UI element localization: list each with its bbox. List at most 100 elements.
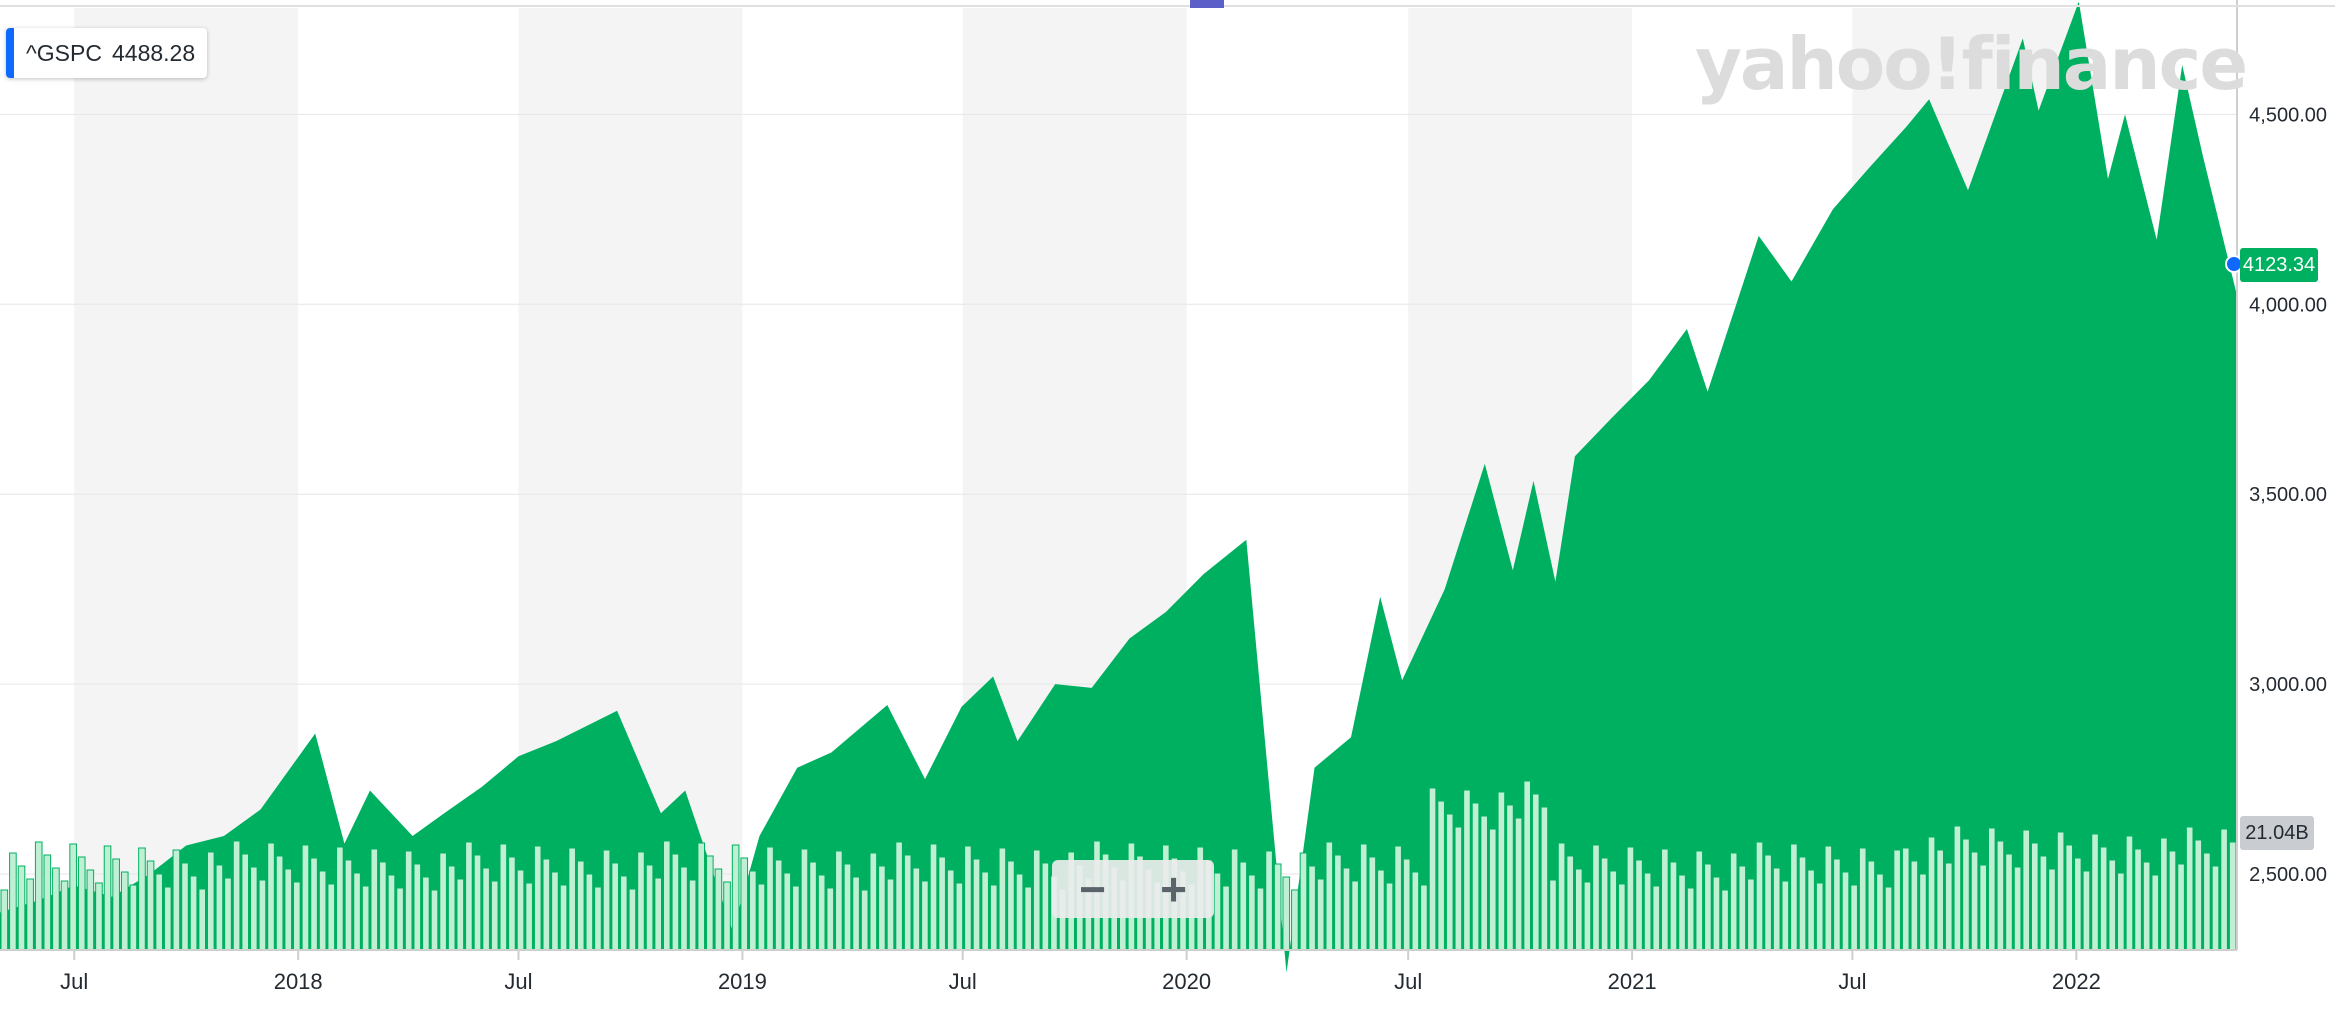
zoom-out-button[interactable]: − bbox=[1079, 863, 1106, 915]
volume-bar bbox=[310, 857, 318, 951]
volume-bar bbox=[2125, 835, 2134, 951]
volume-bar bbox=[1334, 854, 1342, 951]
volume-bar bbox=[1652, 885, 1661, 951]
volume-bar bbox=[95, 882, 103, 951]
volume-bar bbox=[1790, 843, 1798, 951]
symbol-legend[interactable]: ^GSPC 4488.28 bbox=[6, 28, 208, 78]
volume-bar bbox=[482, 867, 490, 951]
volume-bar bbox=[1635, 859, 1643, 951]
volume-bar bbox=[267, 842, 275, 951]
volume-bar bbox=[559, 884, 568, 951]
zoom-in-button[interactable]: + bbox=[1160, 863, 1187, 915]
volume-bar bbox=[860, 889, 869, 951]
x-tick-label: Jul bbox=[1394, 969, 1422, 994]
volume-bar bbox=[1437, 800, 1445, 951]
volume-bar bbox=[1497, 791, 1506, 951]
volume-bar bbox=[2056, 831, 2065, 951]
volume-bar bbox=[688, 879, 697, 951]
volume-bar bbox=[1841, 871, 1850, 951]
volume-bar bbox=[293, 881, 301, 951]
volume-bar bbox=[895, 841, 903, 951]
range-marker[interactable] bbox=[1190, 0, 1224, 8]
volume-bar bbox=[619, 875, 628, 951]
volume-bar bbox=[1024, 886, 1032, 951]
volume-bar bbox=[1514, 817, 1523, 951]
zoom-controls: − + bbox=[1052, 860, 1214, 918]
volume-bar bbox=[869, 852, 878, 951]
volume-bar bbox=[749, 870, 757, 951]
volume-bar bbox=[757, 883, 766, 951]
volume-bar bbox=[43, 854, 52, 951]
volume-bar bbox=[138, 847, 146, 951]
volume-bar bbox=[792, 885, 800, 951]
volume-bar bbox=[404, 850, 413, 951]
volume-bar bbox=[1824, 845, 1833, 951]
volume-bar bbox=[2228, 841, 2237, 951]
volume-bar bbox=[60, 880, 69, 951]
volume-bar bbox=[1729, 852, 1738, 951]
volume-bar bbox=[17, 865, 26, 951]
volume-bar bbox=[1351, 880, 1359, 951]
volume-bar bbox=[52, 867, 60, 951]
volume-bar bbox=[1618, 883, 1626, 951]
volume-bar bbox=[1850, 884, 1858, 951]
volume-bar bbox=[921, 880, 929, 951]
volume-bar bbox=[1265, 850, 1273, 951]
volume-bar bbox=[2134, 848, 2142, 951]
volume-bar bbox=[809, 861, 817, 951]
volume-bar bbox=[2220, 828, 2228, 951]
volume-bar bbox=[594, 886, 602, 951]
volume-bar bbox=[1575, 868, 1583, 951]
volume-bar bbox=[1222, 885, 1230, 951]
volume-bar bbox=[542, 858, 551, 951]
volume-bar bbox=[1643, 872, 1652, 951]
volume-bar bbox=[766, 846, 774, 951]
volume-bar bbox=[1454, 826, 1463, 951]
volume-bar bbox=[1583, 881, 1592, 951]
volume-bar bbox=[1996, 840, 2005, 951]
volume-bar bbox=[189, 875, 198, 951]
volume-bar bbox=[1901, 847, 1910, 951]
volume-bar bbox=[146, 860, 155, 951]
y-tick-label: 3,000.00 bbox=[2249, 674, 2327, 696]
volume-bar bbox=[998, 847, 1007, 951]
volume-bar bbox=[155, 873, 163, 951]
volume-bar bbox=[1815, 882, 1824, 951]
volume-bar bbox=[654, 877, 662, 951]
volume-bar bbox=[172, 849, 181, 951]
volume-bar bbox=[1557, 842, 1566, 951]
volume-bar bbox=[912, 867, 921, 951]
volume-bar bbox=[86, 869, 95, 951]
volume-bar bbox=[878, 865, 886, 951]
volume-bar bbox=[413, 863, 422, 951]
volume-bar bbox=[2177, 863, 2185, 951]
volume-bar bbox=[714, 868, 723, 951]
volume-bar bbox=[112, 858, 120, 951]
x-tick-label: 2018 bbox=[274, 969, 323, 994]
volume-bar bbox=[473, 854, 482, 951]
volume-bar bbox=[215, 864, 224, 951]
volume-bar bbox=[2082, 870, 2091, 951]
volume-bar bbox=[258, 879, 267, 951]
volume-bar bbox=[1919, 873, 1927, 951]
volume-bar bbox=[2203, 852, 2211, 951]
y-axis-ticks: 4,500.00 4,000.00 3,500.00 3,000.00 2,500.00 bbox=[2249, 104, 2327, 886]
volume-bar bbox=[1325, 841, 1334, 951]
volume-bar bbox=[1411, 871, 1420, 951]
volume-bar bbox=[422, 876, 430, 951]
volume-bar bbox=[1944, 862, 1953, 951]
volume-bar bbox=[77, 856, 86, 951]
volume-bar bbox=[456, 878, 465, 951]
x-tick-label: 2019 bbox=[718, 969, 767, 994]
volume-bar bbox=[2039, 855, 2048, 951]
volume-bar bbox=[2091, 833, 2099, 951]
volume-bar bbox=[1531, 793, 1540, 951]
volume-bar bbox=[0, 889, 9, 951]
volume-bar bbox=[1953, 825, 1962, 951]
volume-bar bbox=[1342, 867, 1351, 951]
volume-bar bbox=[1626, 846, 1635, 951]
volume-bar bbox=[2168, 850, 2177, 951]
volume-bar bbox=[336, 846, 344, 951]
volume-bar bbox=[697, 842, 706, 951]
